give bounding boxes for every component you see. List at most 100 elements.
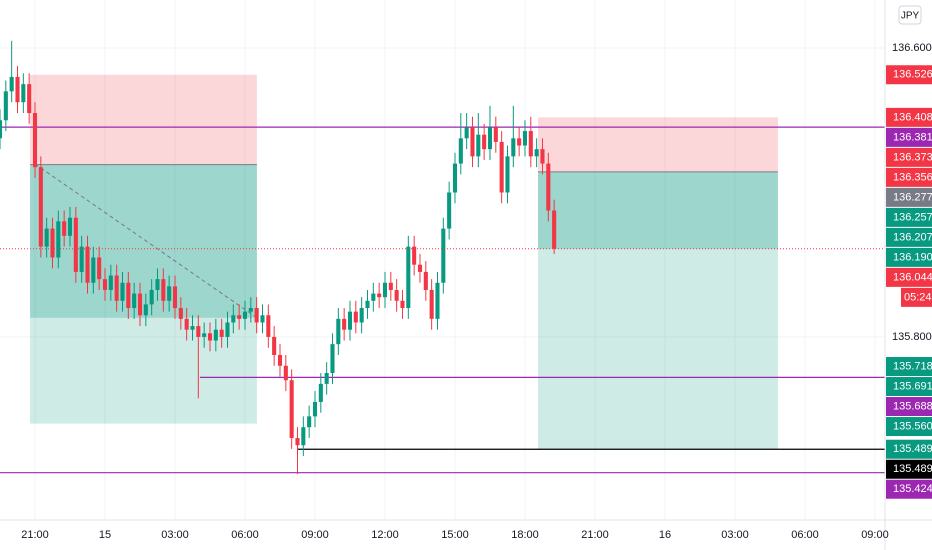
candle-body: [184, 318, 189, 330]
candle-body: [400, 300, 405, 309]
price-label: 136.381: [893, 131, 932, 143]
price-label-bg: [886, 267, 932, 287]
candle-body: [91, 257, 96, 283]
x-tick-label: 03:00: [721, 529, 749, 541]
price-label: 136.526: [893, 69, 932, 81]
candle-body: [312, 401, 318, 417]
candle-body: [67, 217, 73, 236]
price-label-bg: [886, 397, 932, 417]
price-label-bg: [886, 127, 932, 147]
candle-body: [528, 131, 533, 157]
candle-body: [435, 282, 440, 319]
y-tick-label: 135.800: [892, 331, 932, 343]
currency-button[interactable]: [898, 5, 922, 25]
candle-body: [511, 138, 516, 157]
price-label: 136.207: [893, 231, 932, 243]
candle-body: [552, 210, 557, 249]
price-label: 135.424: [893, 483, 932, 495]
candle-body: [476, 134, 481, 157]
candle-body: [371, 293, 376, 301]
price-label-bg: [886, 357, 932, 377]
price-label: 135.688: [893, 400, 932, 412]
countdown-bg: [901, 287, 932, 307]
target-zone: [538, 171, 778, 450]
stop-zone: [538, 117, 778, 172]
candle-body: [102, 279, 108, 290]
candle-body: [388, 282, 393, 290]
candle-body: [330, 344, 335, 374]
candle-body: [161, 279, 166, 301]
candle-body: [73, 217, 78, 272]
x-tick-label: 12:00: [371, 529, 399, 541]
candle-body: [242, 311, 248, 319]
price-label: 136.356: [893, 171, 932, 183]
x-tick-label: 15:00: [441, 529, 469, 541]
x-tick-label: 06:00: [791, 529, 819, 541]
price-label-bg: [886, 65, 932, 85]
candle-body: [21, 84, 26, 103]
price-label-bg: [886, 187, 932, 207]
candle-body: [452, 163, 458, 193]
price-label: 136.190: [893, 251, 932, 263]
x-tick-label: 16: [659, 529, 671, 541]
candle-body: [429, 289, 434, 319]
candle-body: [517, 138, 522, 146]
price-label: 135.489: [893, 443, 932, 455]
price-label-bg: [886, 107, 932, 127]
y-tick-label: 136.600: [892, 42, 932, 54]
candle-body: [266, 315, 271, 337]
x-tick-label: 15: [99, 529, 111, 541]
progress-zone: [30, 164, 257, 318]
candle-body: [237, 315, 242, 319]
price-label: 136.373: [893, 151, 932, 163]
countdown: 05:24: [904, 291, 932, 303]
candle-body: [277, 354, 283, 366]
x-tick-label: 21:00: [21, 529, 49, 541]
candle-body: [231, 315, 236, 323]
candle-body: [248, 308, 253, 312]
candle-body: [0, 120, 3, 139]
candle-body: [260, 315, 265, 323]
x-tick-label: 18:00: [511, 529, 539, 541]
price-label-bg: [886, 207, 932, 227]
candle-body: [32, 113, 38, 168]
candle-body: [56, 221, 61, 258]
price-label-bg: [886, 167, 932, 187]
candle-body: [482, 134, 487, 150]
candle-body: [546, 163, 551, 211]
price-label-bg: [886, 227, 932, 247]
candle-body: [540, 149, 545, 164]
candle-body: [318, 383, 323, 402]
candle-body: [155, 279, 160, 290]
stop-zone: [30, 74, 257, 165]
x-tick-label: 09:00: [861, 529, 889, 541]
price-label-bg: [886, 147, 932, 167]
candle-body: [44, 228, 49, 247]
candle-body: [272, 336, 277, 355]
candle-body: [324, 373, 329, 384]
candle-body: [120, 282, 125, 301]
candle-body: [447, 192, 452, 229]
candle-body: [406, 246, 411, 309]
x-tick-label: 06:00: [231, 529, 259, 541]
currency[interactable]: JPY: [901, 11, 920, 22]
price-label: 136.044: [893, 271, 932, 283]
candle-body: [3, 91, 8, 121]
candle-body: [417, 264, 423, 272]
candle-body: [394, 289, 399, 301]
grid: [0, 0, 885, 520]
price-label: 136.257: [893, 211, 932, 223]
candle-body: [15, 76, 20, 103]
candle-body: [9, 76, 14, 92]
candle-body: [499, 141, 504, 193]
candle-body: [114, 275, 119, 301]
candle-body: [283, 365, 288, 381]
price-label-bg: [886, 479, 932, 499]
candle-body: [365, 300, 370, 309]
progress-zone: [538, 171, 778, 249]
candle-body: [225, 322, 230, 337]
candle-body: [254, 308, 259, 323]
candle-body: [79, 246, 84, 272]
